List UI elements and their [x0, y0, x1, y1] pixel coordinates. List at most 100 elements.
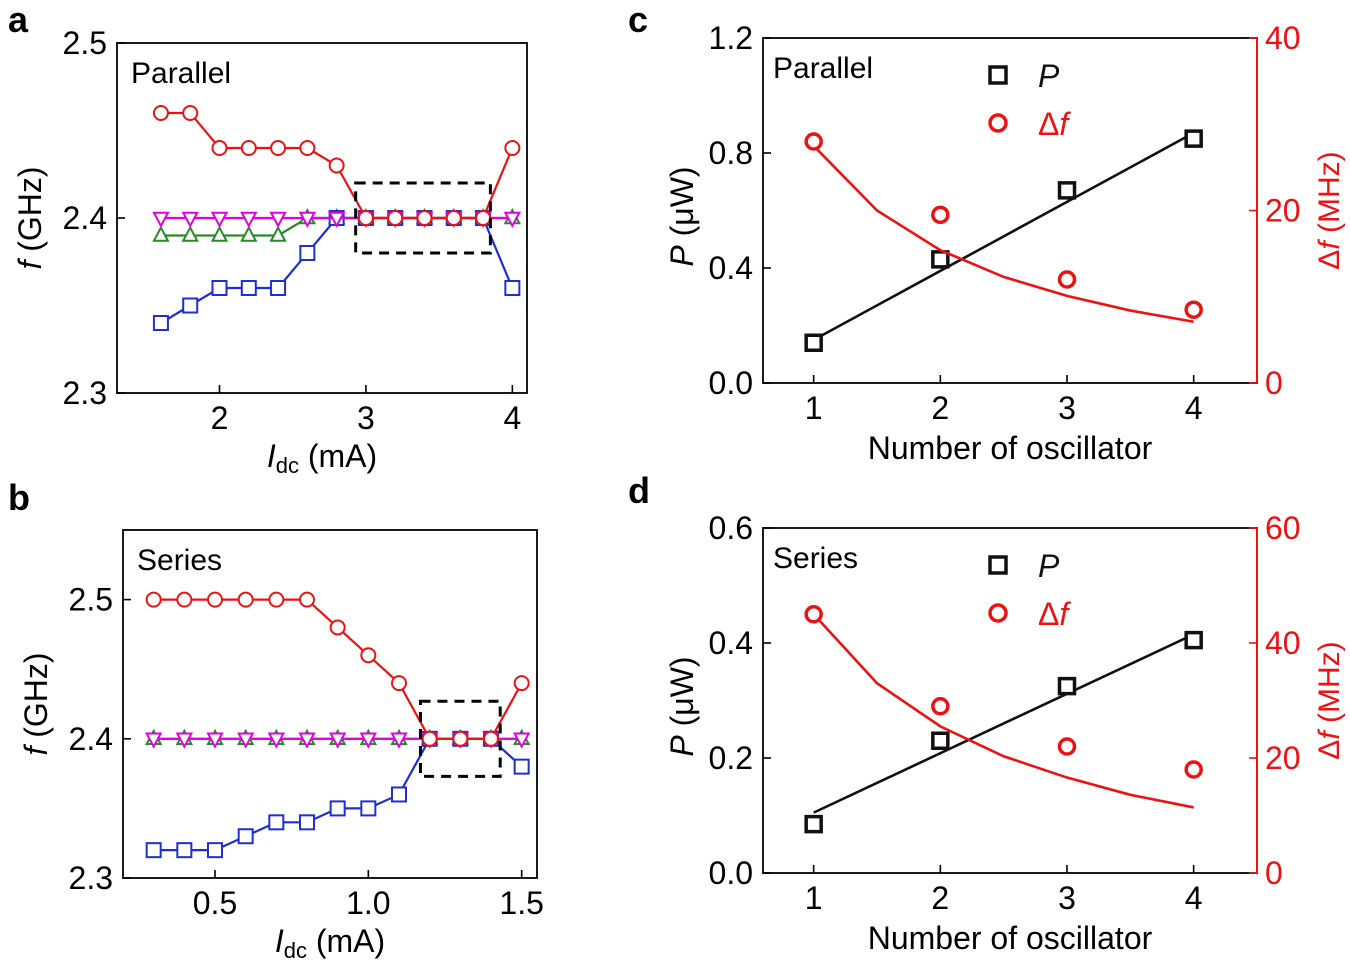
x-tick-label: 2	[211, 400, 229, 436]
y-tick-label: 2.4	[69, 721, 113, 757]
series-triangle-down	[152, 211, 522, 229]
y-axis-label-right-unit: (MHz)	[1313, 641, 1346, 731]
y-tick-label-left: 0.4	[709, 625, 753, 661]
x-axis-label-unit: (mA)	[307, 923, 385, 959]
data-point-P	[804, 814, 823, 834]
data-point	[421, 730, 438, 747]
x-axis-label-sub: dc	[284, 938, 307, 963]
data-point-df	[804, 605, 823, 624]
data-point	[503, 211, 522, 229]
fit-line-P	[813, 633, 1195, 814]
legend: PΔf	[988, 548, 1071, 632]
data-point	[360, 647, 377, 664]
x-tick-label: 3	[357, 400, 375, 436]
x-tick-label: 4	[503, 400, 521, 436]
series-circle	[145, 591, 530, 747]
x-tick-label: 1.0	[346, 885, 390, 921]
y-tick-label-left: 0.2	[709, 740, 753, 776]
data-point	[210, 225, 229, 242]
legend: PΔf	[988, 58, 1071, 142]
panel-b: b 0.5 1.0 1.5 2.3 2.4 2.5 f (GHz) Idc (mA) Series	[8, 477, 544, 963]
x-axis-label-var: I	[275, 923, 284, 959]
data-point	[269, 225, 287, 242]
data-point-df	[1184, 760, 1203, 779]
y-axis-label-right-prefix: Δ	[1313, 250, 1346, 270]
data-point	[298, 211, 317, 228]
data-point	[390, 732, 408, 749]
data-point-P	[1184, 129, 1203, 148]
data-point	[329, 800, 346, 817]
x-tick-label: 0.5	[193, 885, 237, 921]
legend-label: P	[1038, 58, 1060, 94]
data-point	[145, 732, 163, 749]
data-point	[513, 675, 530, 692]
series-square	[152, 210, 521, 331]
highlight-box	[354, 181, 492, 255]
legend-marker	[988, 603, 1008, 623]
data-point-df	[931, 697, 950, 716]
series-df	[804, 132, 1203, 324]
data-point	[445, 210, 462, 226]
x-tick-label: 1	[805, 390, 823, 426]
x-tick-label: 3	[1058, 880, 1076, 916]
y-tick-label: 2.3	[63, 375, 107, 411]
data-point	[237, 591, 254, 608]
y-tick-label-right: 20	[1265, 193, 1301, 229]
data-point-P	[931, 250, 950, 269]
y-tick-label-left: 0.6	[709, 510, 753, 546]
y-axis-label: f (GHz)	[12, 166, 48, 269]
data-point-df	[1057, 270, 1077, 289]
legend-marker	[988, 555, 1008, 575]
y-axis-label-left: P (μW)	[664, 166, 700, 266]
x-tick-label: 2	[931, 880, 949, 916]
data-point	[416, 210, 433, 226]
data-point-df	[931, 205, 950, 225]
legend-label-prefix: Δ	[1038, 596, 1059, 632]
series-triangle-down	[145, 732, 531, 749]
x-tick-label: 2	[931, 390, 949, 426]
data-point	[483, 730, 499, 747]
y-tick-label-left: 1.2	[709, 20, 753, 56]
x-axis-label-sub: dc	[276, 453, 299, 478]
data-point	[145, 591, 162, 608]
x-axis-label: Idc (mA)	[275, 923, 385, 963]
data-point	[211, 280, 228, 296]
panel-annotation: Series	[137, 544, 222, 577]
data-point	[513, 732, 531, 749]
data-point-P	[1057, 181, 1077, 200]
data-point	[211, 140, 228, 156]
legend-label: P	[1038, 548, 1060, 584]
x-axis-label: Number of oscillator	[868, 920, 1153, 956]
y-tick-label-left: 0.8	[709, 135, 753, 171]
x-axis-label: Number of oscillator	[868, 430, 1153, 466]
legend-label-prefix: Δ	[1038, 106, 1059, 142]
y-tick-label-right: 40	[1265, 20, 1301, 56]
data-point	[240, 140, 257, 156]
legend-label-var: f	[1059, 106, 1071, 142]
y-axis-label-right: Δf (MHz)	[1313, 641, 1346, 759]
series-line	[160, 216, 514, 324]
y-axis-label-unit: (GHz)	[12, 166, 48, 260]
data-point	[176, 591, 193, 608]
y-axis-label-right-var: f	[1313, 239, 1346, 250]
data-point	[357, 210, 374, 226]
y-axis-label-left-unit: (μW)	[664, 166, 700, 245]
data-point	[268, 814, 285, 831]
highlight-box	[418, 699, 502, 778]
data-point	[298, 732, 316, 749]
y-axis-label-left-unit: (μW)	[664, 656, 700, 735]
y-tick-label: 2.5	[69, 582, 113, 618]
data-point	[237, 828, 254, 845]
plot-frame	[762, 37, 1258, 384]
data-point-df	[804, 132, 823, 151]
data-point	[240, 211, 258, 228]
fit-curve-df	[812, 144, 1194, 324]
series-square	[145, 730, 530, 859]
x-tick-label: 4	[1185, 880, 1203, 916]
data-point	[175, 732, 193, 749]
panel-annotation: Series	[773, 542, 858, 575]
legend-marker	[988, 113, 1008, 133]
y-axis-label-left: P (μW)	[664, 656, 700, 756]
series-P	[804, 630, 1203, 834]
